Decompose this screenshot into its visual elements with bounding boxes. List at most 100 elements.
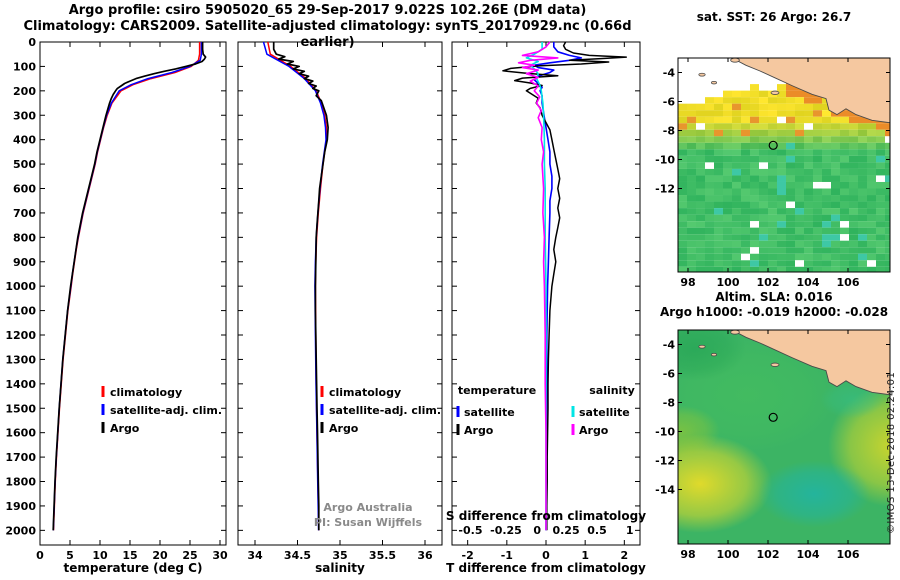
legend-label: Argo (329, 422, 359, 435)
profile-panels: 0 5 10 15 20 25 300100200300400500600700800900… (5, 36, 646, 575)
legend-label: satellite-adj. clim. (110, 404, 222, 417)
island (770, 362, 780, 367)
temperature-profile-xlabel: temperature (deg C) (64, 561, 203, 575)
sst-field (678, 58, 890, 272)
depth-tick-label: 1500 (5, 402, 36, 415)
credit-line: Argo Australia (323, 501, 412, 514)
depth-tick-label: 1800 (5, 476, 36, 489)
series-climatology (52, 42, 201, 531)
island (730, 330, 740, 335)
x-tick-label: 1 (581, 549, 589, 562)
legend-label: climatology (329, 386, 401, 399)
x-tick-label: 20 (152, 549, 168, 562)
depth-tick-label: 500 (13, 158, 36, 171)
x-tick-label: 5 (66, 549, 74, 562)
sst-map-frame (677, 57, 891, 273)
series-satellite-adj-clim (52, 42, 203, 531)
depth-tick-label: 900 (13, 256, 36, 269)
x-tick-label: 25 (182, 549, 197, 562)
sla-map-frame (677, 329, 891, 545)
s-axis-tick-labels: -0.5 -0.25 0 0.25 0.5 1 (458, 524, 633, 537)
lat-tick-label: -10 (655, 154, 675, 167)
x-tick-label: 36 (417, 549, 433, 562)
legend-label: Argo (579, 424, 609, 437)
lon-tick-label: 106 (837, 276, 860, 289)
legend-label: satellite (464, 406, 515, 419)
lon-tick-label: 98 (680, 276, 695, 289)
legend-label: satellite (579, 406, 630, 419)
depth-tick-label: 2000 (5, 524, 36, 537)
depth-tick-label: 400 (13, 134, 36, 147)
lon-tick-label: 102 (757, 548, 780, 561)
series-satellite-adj-clim (262, 41, 327, 531)
legend-header: temperature (458, 384, 536, 397)
depth-tick-label: 1700 (5, 451, 36, 464)
depth-tick-label: 800 (13, 231, 36, 244)
x-tick-label: -1 (501, 549, 513, 562)
lon-tick-label: 100 (717, 548, 740, 561)
argo-float-marker (768, 140, 778, 150)
depth-tick-label: 1200 (5, 329, 36, 342)
legend-label: climatology (110, 386, 182, 399)
depth-tick-label: 1000 (5, 280, 36, 293)
sla-map-title: Altim. SLA: 0.016 (715, 290, 833, 304)
lat-tick-label: -4 (663, 339, 676, 352)
temperature-profile-frame (39, 41, 227, 546)
sla-map-subtitle: Argo h1000: -0.019 h2000: -0.028 (659, 305, 889, 319)
island (711, 352, 718, 357)
x-tick-label: 34.5 (284, 549, 311, 562)
depth-tick-label: 1300 (5, 353, 36, 366)
series-s-diff-argo (517, 41, 559, 531)
sst-map: 98 100 102 104 106 -4 -6 -8 -10 -12 (655, 57, 891, 289)
lat-tick-label: -8 (663, 125, 675, 138)
x-tick-label: 0 (36, 549, 44, 562)
depth-tick-label: 700 (13, 207, 36, 220)
sst-map-title: sat. SST: 26 Argo: 26.7 (696, 10, 852, 24)
series-argo (52, 42, 207, 531)
x-tick-label: 35 (332, 549, 347, 562)
credit-line: PI: Susan Wijffels (314, 516, 423, 529)
lat-tick-label: -12 (655, 183, 675, 196)
argo-float-marker (768, 412, 778, 422)
depth-tick-label: 1900 (5, 500, 36, 513)
island (698, 72, 706, 77)
lat-tick-label: -6 (663, 368, 676, 381)
lon-tick-label: 102 (757, 276, 780, 289)
depth-tick-label: 200 (13, 85, 36, 98)
island (698, 344, 706, 349)
x-tick-label: -2 (462, 549, 474, 562)
land-sumatra-java (731, 58, 890, 124)
series-s-diff-satellite (525, 42, 547, 531)
lat-tick-label: -8 (663, 397, 675, 410)
x-tick-label: 30 (212, 549, 228, 562)
legend-header: salinity (589, 384, 635, 397)
lat-tick-label: -6 (663, 96, 676, 109)
depth-tick-label: 0 (28, 36, 36, 49)
watermark: ©IMOS 13-Dec-2018 02:24:01 (886, 371, 897, 534)
salinity-profile-frame (237, 41, 443, 546)
x-tick-label: 15 (122, 549, 137, 562)
x-tick-label: 34 (247, 549, 263, 562)
lat-tick-label: -12 (655, 455, 675, 468)
legend-label: Argo (110, 422, 140, 435)
report-header: Argo profile: csiro 5905020_65 29-Sep-20… (0, 3, 655, 51)
difference-profile-xlabel: T difference from climatology (446, 561, 646, 575)
lon-tick-label: 104 (797, 548, 820, 561)
salinity-profile-xlabel: salinity (315, 561, 365, 575)
depth-tick-label: 100 (13, 60, 36, 73)
legend-label: satellite-adj. clim. (329, 404, 441, 417)
island (711, 80, 718, 85)
lon-tick-label: 98 (680, 548, 695, 561)
page-title: Argo profile: csiro 5905020_65 29-Sep-20… (68, 3, 587, 18)
series-argo (272, 42, 329, 531)
x-tick-label: 2 (621, 549, 629, 562)
x-tick-label: 10 (92, 549, 108, 562)
lon-tick-label: 100 (717, 276, 740, 289)
island (730, 58, 740, 63)
depth-tick-label: 300 (13, 109, 36, 122)
legend-label: Argo (464, 424, 494, 437)
depth-tick-label: 1400 (5, 378, 36, 391)
depth-tick-label: 1100 (5, 305, 36, 318)
s-difference-label: S difference from climatology (446, 509, 646, 523)
